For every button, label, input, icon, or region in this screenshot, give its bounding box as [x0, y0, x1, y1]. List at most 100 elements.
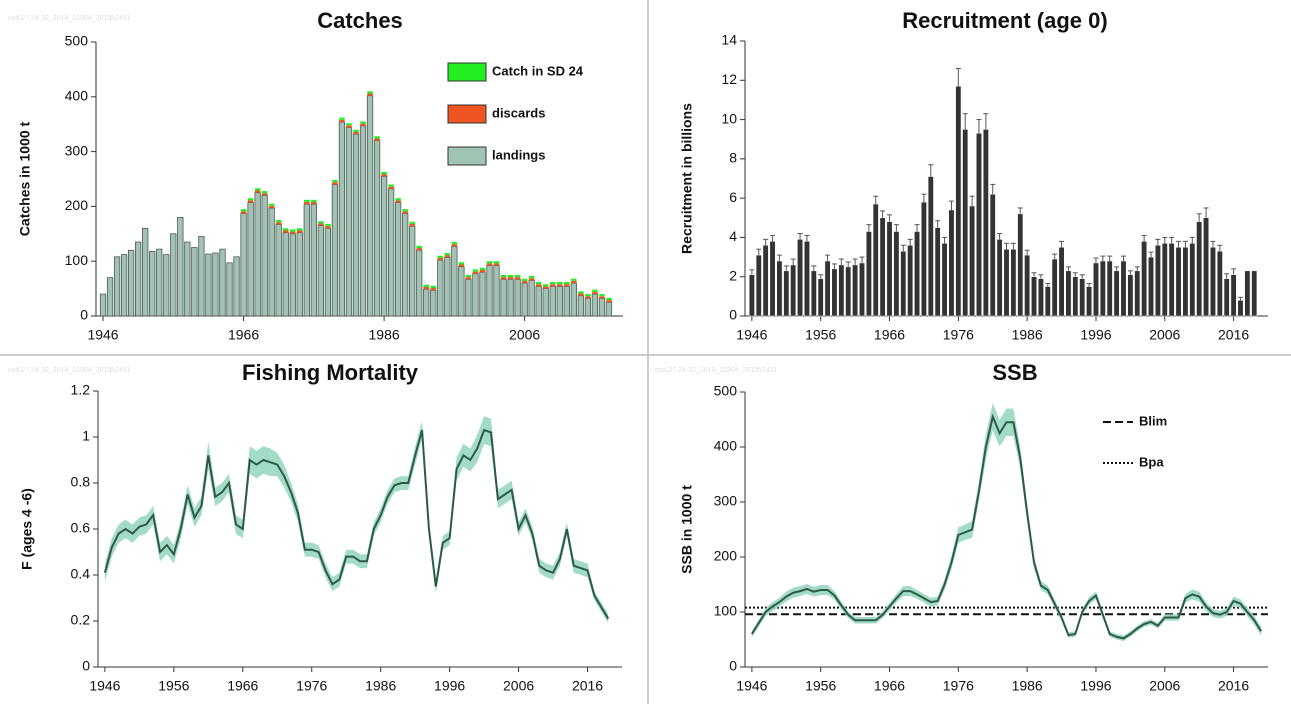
- bar-segment: [282, 230, 289, 233]
- bar-segment: [402, 211, 408, 214]
- bar: [762, 245, 769, 317]
- bar-segment: [360, 121, 366, 124]
- bar-segment: [570, 282, 577, 317]
- bar-segment: [409, 225, 416, 317]
- bar-segment: [198, 236, 205, 317]
- y-tick-label: 400: [65, 88, 89, 104]
- y-axis-label: Recruitment in billions: [679, 103, 695, 254]
- bar-segment: [535, 286, 542, 317]
- bar-segment: [247, 200, 254, 203]
- bar: [1031, 276, 1037, 317]
- bar-segment: [444, 255, 451, 258]
- bar-segment: [500, 278, 507, 317]
- bar-segment: [247, 198, 254, 201]
- legend-swatch: [447, 104, 487, 124]
- bar-segment: [500, 274, 507, 278]
- bar: [934, 227, 941, 317]
- bar-segment: [191, 247, 198, 317]
- bar-segment: [437, 259, 444, 317]
- bar-segment: [233, 256, 240, 317]
- bar-segment: [261, 195, 268, 317]
- x-tick-label: 2006: [509, 327, 540, 343]
- bar-segment: [240, 209, 247, 212]
- bar-segment: [332, 180, 338, 183]
- bar-segment: [557, 284, 563, 287]
- bar-segment: [318, 221, 324, 224]
- bar-segment: [444, 256, 451, 317]
- bar-segment: [352, 133, 360, 317]
- bar-segment: [514, 277, 521, 280]
- bar: [1079, 278, 1086, 317]
- bar: [748, 274, 755, 317]
- y-tick-label: 4: [729, 228, 737, 244]
- y-tick-label: 8: [729, 150, 737, 166]
- bar-segment: [458, 262, 465, 265]
- bar-segment: [311, 199, 317, 203]
- y-tick-label: 0.2: [71, 612, 91, 628]
- confidence-band: [751, 403, 1262, 642]
- bar-segment: [549, 284, 556, 287]
- bar-segment: [381, 174, 387, 177]
- bar: [1120, 260, 1127, 317]
- legend-label: Blim: [1139, 413, 1167, 428]
- y-tick-label: 2: [729, 267, 737, 283]
- bar: [948, 209, 955, 317]
- bar-segment: [387, 188, 395, 317]
- bar-segment: [521, 282, 528, 317]
- bar: [865, 231, 872, 317]
- bar-segment: [163, 254, 170, 317]
- bar-segment: [521, 280, 528, 284]
- x-tick-label: 1976: [943, 327, 974, 343]
- bar-segment: [338, 121, 346, 317]
- bar-segment: [304, 199, 310, 203]
- bar-segment: [598, 298, 606, 317]
- bar-segment: [170, 233, 177, 317]
- bar: [1175, 247, 1182, 317]
- bar-segment: [578, 291, 584, 294]
- bar-segment: [507, 274, 514, 278]
- bar-segment: [261, 193, 268, 196]
- bar-segment: [296, 232, 303, 317]
- bar-segment: [395, 202, 402, 317]
- bar: [769, 241, 776, 317]
- bar-segment: [599, 296, 605, 299]
- bar: [941, 243, 948, 317]
- bar: [872, 203, 879, 317]
- bar-segment: [142, 227, 149, 317]
- bar-segment: [409, 223, 415, 227]
- y-tick-label: 300: [714, 493, 738, 509]
- bar: [1141, 241, 1148, 317]
- bar-segment: [282, 228, 289, 231]
- bar-segment: [367, 93, 373, 96]
- bar: [776, 260, 783, 317]
- y-tick-label: 1: [82, 428, 90, 444]
- bar-segment: [416, 249, 423, 317]
- bar-segment: [374, 138, 380, 141]
- x-tick-label: 1946: [736, 678, 767, 694]
- bar: [1093, 262, 1099, 317]
- bar-segment: [388, 186, 394, 189]
- bar: [824, 260, 831, 317]
- bar-segment: [325, 223, 331, 227]
- bar-segment: [486, 265, 493, 317]
- x-tick-label: 1956: [805, 678, 836, 694]
- bar-segment: [149, 250, 156, 317]
- bar-segment: [528, 278, 535, 281]
- bar-segment: [451, 242, 458, 245]
- bar-segment: [275, 224, 282, 317]
- bar-segment: [345, 127, 353, 317]
- bar-segment: [584, 298, 592, 317]
- chart-title: Fishing Mortality: [242, 360, 419, 385]
- y-tick-label: 0: [729, 307, 737, 323]
- bar-segment: [416, 245, 422, 249]
- bar-segment: [261, 191, 268, 194]
- bar: [1148, 256, 1154, 317]
- bar-segment: [585, 296, 591, 299]
- bar-segment: [374, 136, 380, 139]
- x-tick-label: 1986: [365, 678, 396, 694]
- y-tick-label: 200: [714, 548, 738, 564]
- x-tick-label: 1946: [736, 327, 767, 343]
- bar-segment: [402, 213, 409, 317]
- bar-segment: [339, 119, 345, 123]
